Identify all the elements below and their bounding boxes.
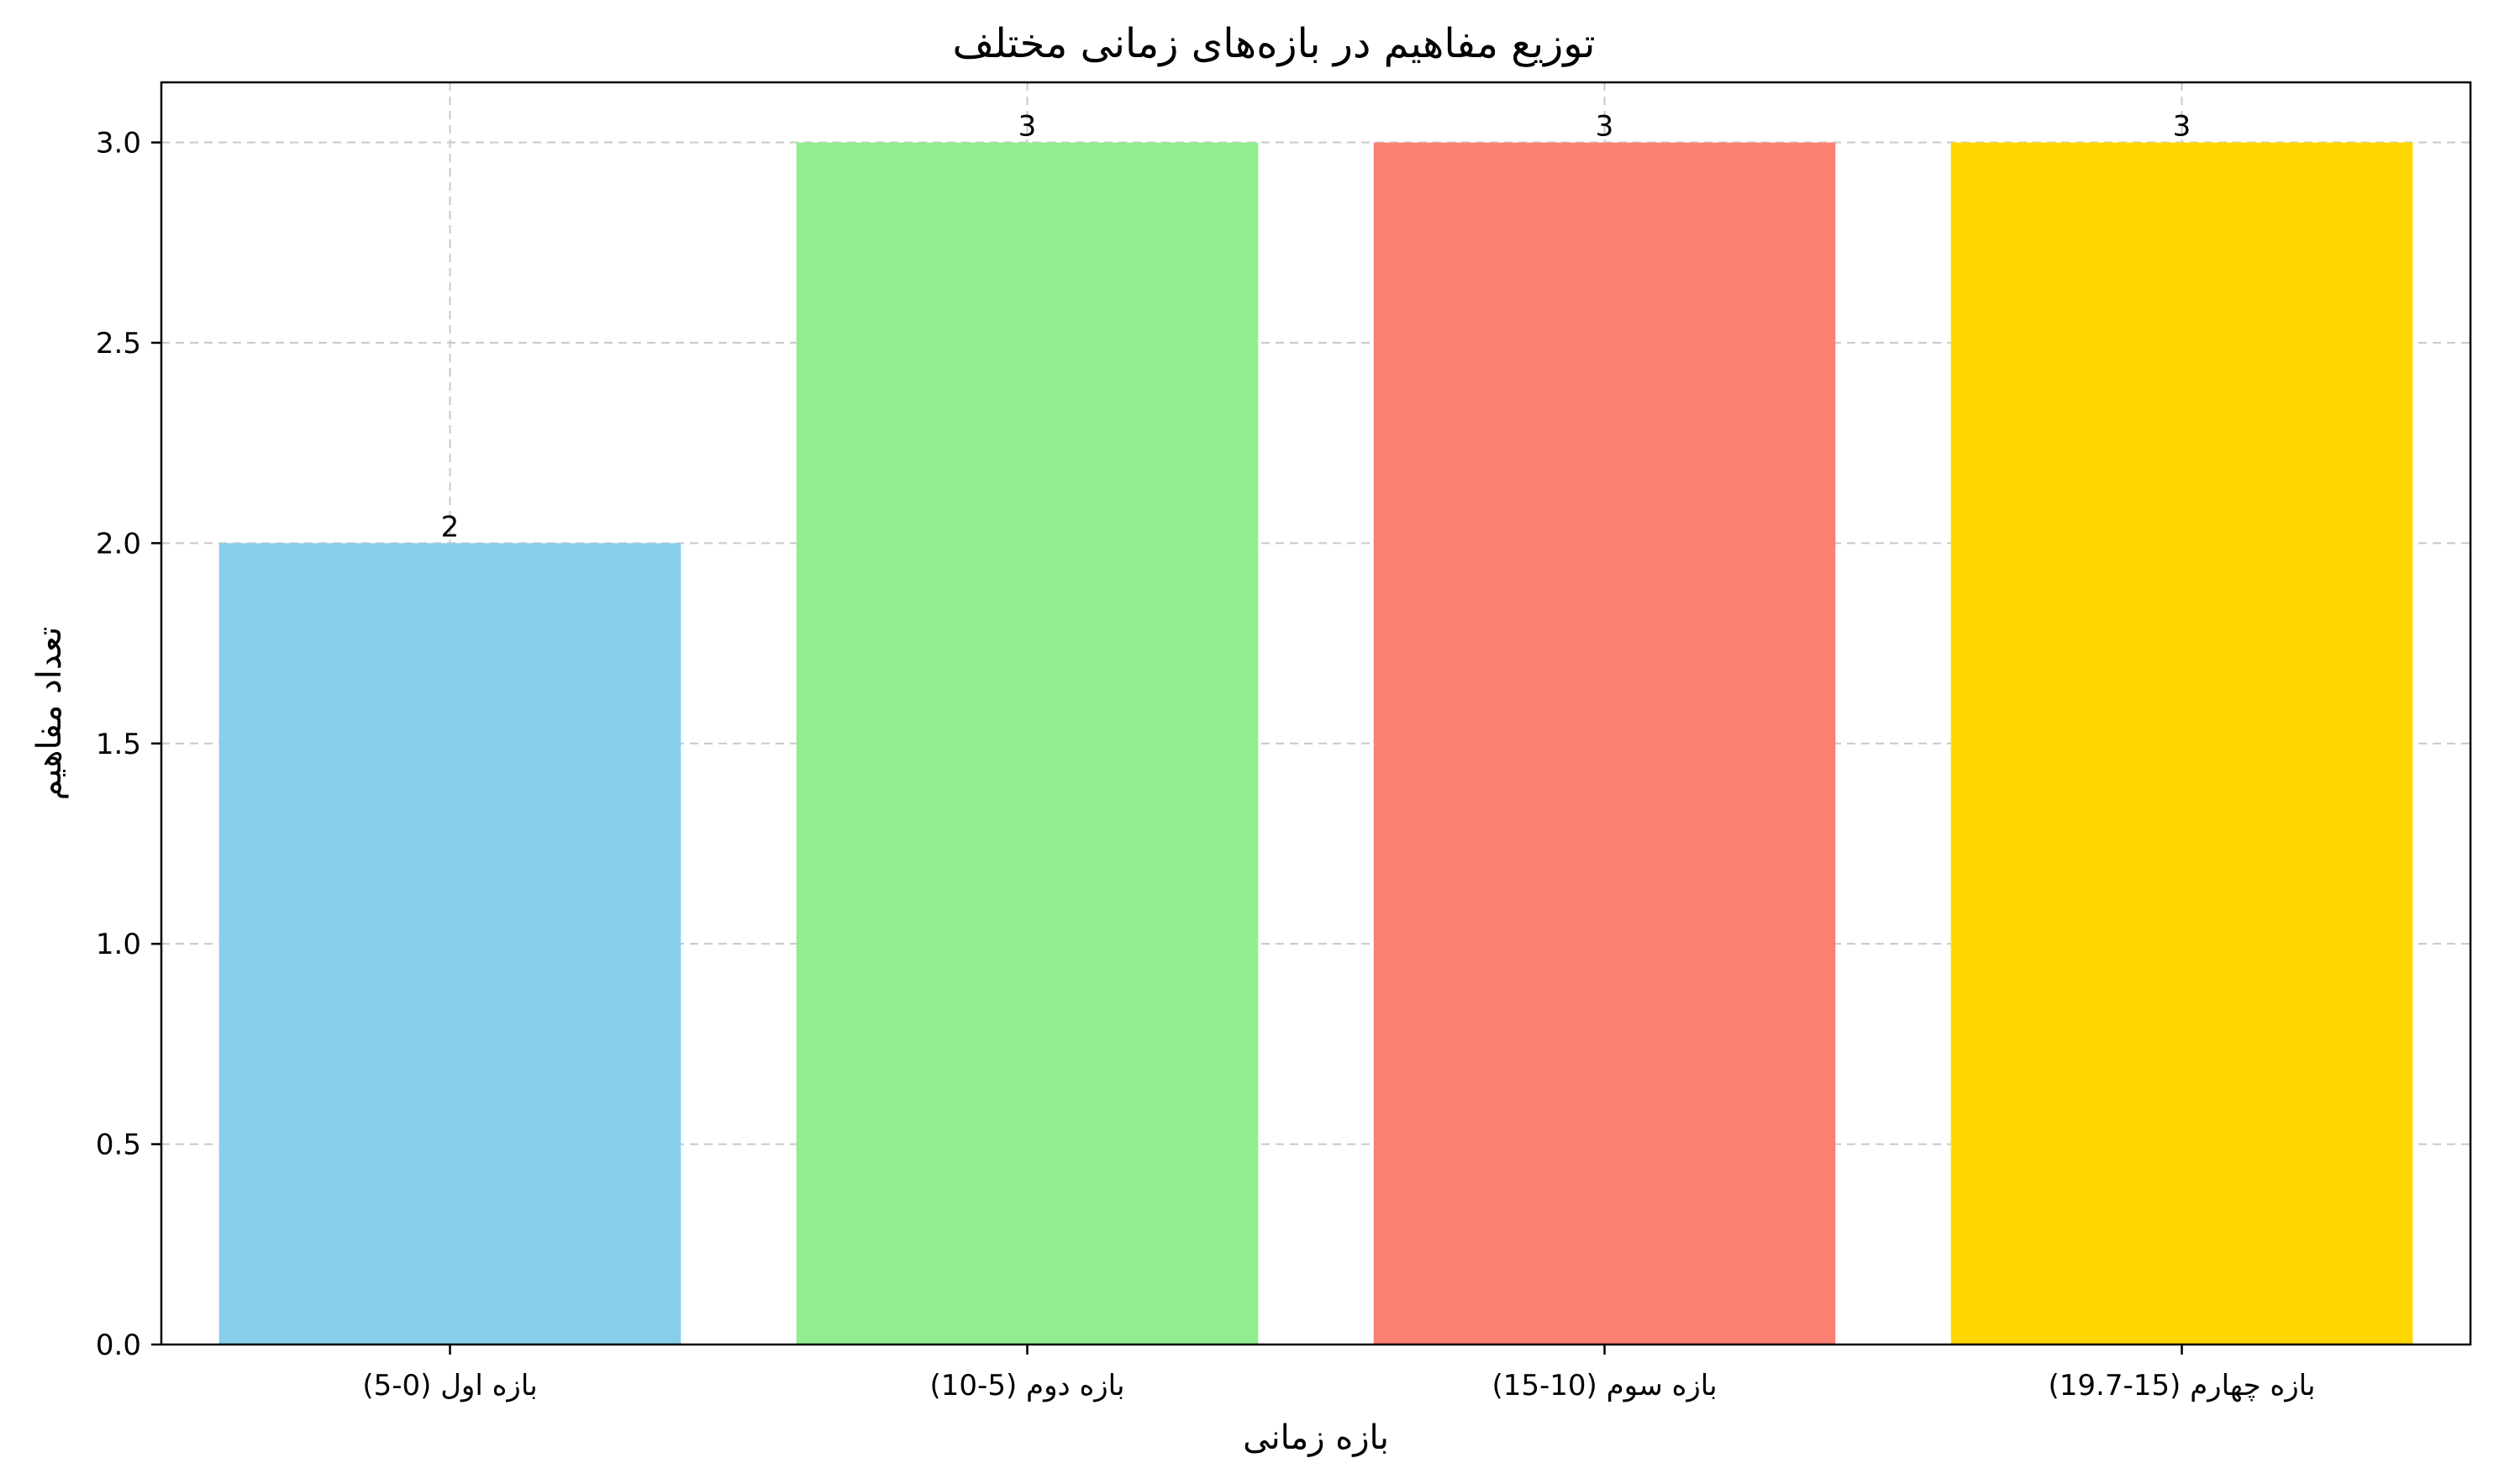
y-tick-label: 0.5 [96, 1129, 141, 1162]
bar-value-label: 3 [1596, 110, 1614, 144]
plot-frame [160, 81, 2472, 1346]
bar-value-label: 2 [441, 510, 460, 544]
y-tick-label: 2.0 [96, 527, 141, 560]
y-axis-label: تعداد مفاهیم [30, 627, 69, 801]
bars [218, 142, 2413, 1345]
x-tick-label: بازه چهارم (15-19.7) [2049, 1369, 2316, 1402]
bar-value-labels: 2 3 3 3 [441, 110, 2191, 545]
y-tick-label: 1.5 [96, 728, 141, 761]
bar-value-label: 3 [2173, 110, 2191, 144]
y-tick-label: 0.0 [96, 1329, 141, 1362]
x-axis: بازه اول (0-5) بازه دوم (5-10) بازه سوم (1… [362, 1345, 2315, 1402]
x-axis-label: بازه زمانی [1243, 1418, 1389, 1457]
bar [218, 543, 681, 1345]
x-tick-label: بازه سوم (10-15) [1492, 1369, 1717, 1402]
y-tick-label: 2.5 [96, 327, 141, 360]
bar [796, 142, 1259, 1345]
chart-title: توزیع مفاهیم در بازه‌های زمانی مختلف [953, 20, 1596, 67]
x-tick-label: بازه دوم (5-10) [930, 1369, 1125, 1402]
y-tick-label: 1.0 [96, 928, 141, 961]
x-tick-label: بازه اول (0-5) [362, 1369, 537, 1402]
y-tick-label: 3.0 [96, 127, 141, 161]
bar [1373, 142, 1836, 1345]
y-axis: 0.0 0.5 1.0 1.5 2.0 2.5 3.0 [96, 127, 161, 1362]
bar [1950, 142, 2413, 1345]
bar-value-label: 3 [1018, 110, 1037, 144]
